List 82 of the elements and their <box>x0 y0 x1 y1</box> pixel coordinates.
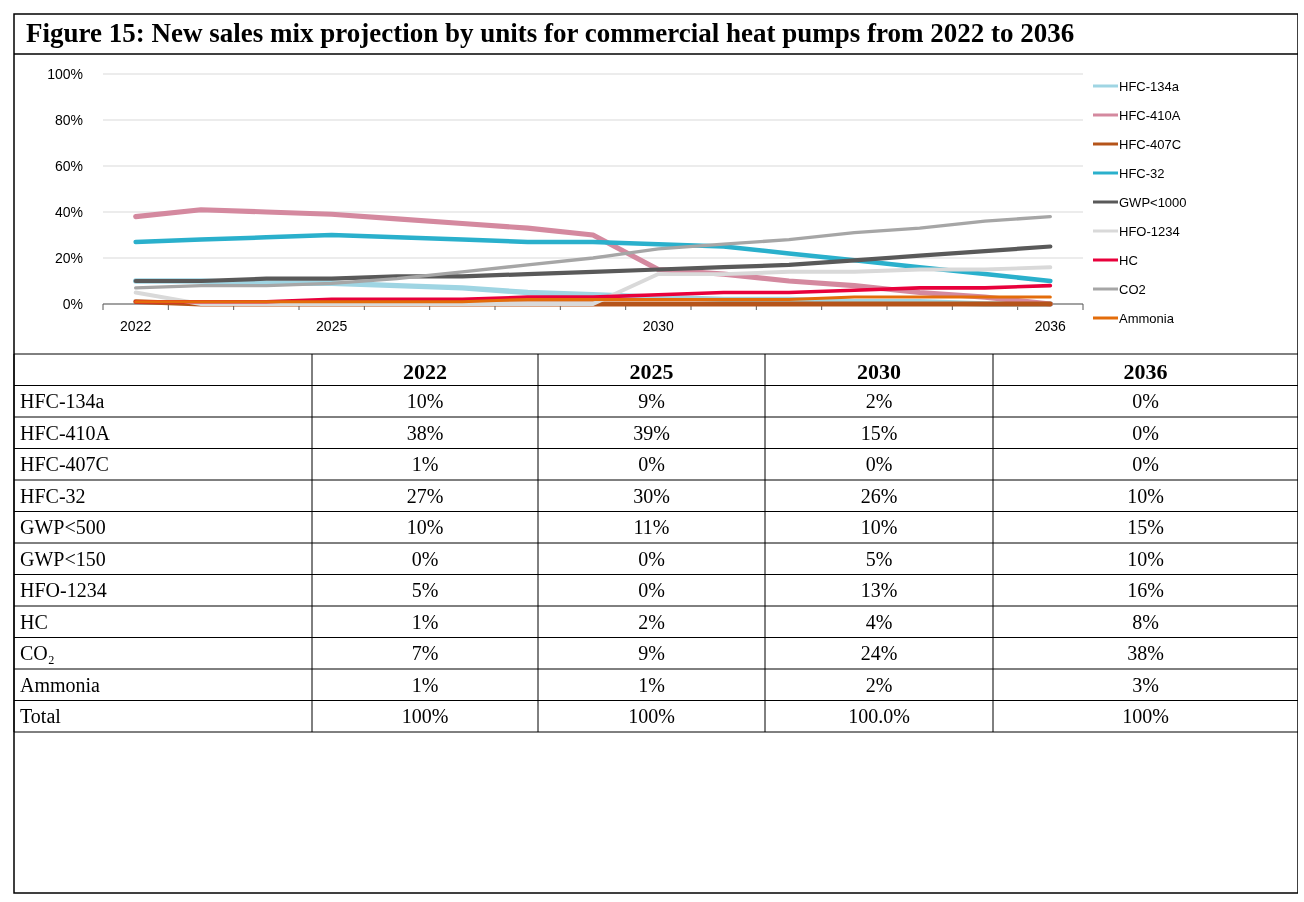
line-series <box>133 244 1053 284</box>
text: 0% <box>638 453 665 476</box>
text: 1% <box>638 673 665 696</box>
category-label: GWP<150 <box>20 547 106 570</box>
category-label: GWP<500 <box>20 516 106 539</box>
text: 0% <box>1132 453 1159 476</box>
legend-label: Ammonia <box>1119 310 1175 326</box>
x-tick-label: 2025 <box>316 318 348 334</box>
text: 10% <box>406 516 444 539</box>
text: 1% <box>411 610 439 633</box>
text: 26% <box>860 484 898 507</box>
y-tick-label: 100% <box>47 65 83 82</box>
legend-label: HC <box>1119 252 1138 268</box>
text: 11% <box>633 516 670 539</box>
category-label: HC <box>20 610 48 633</box>
text: 8% <box>1132 610 1159 633</box>
text: 0% <box>1132 421 1159 444</box>
text: 9% <box>638 642 665 665</box>
text: 2% <box>638 610 665 633</box>
line-series <box>134 214 1052 290</box>
category-label: 2025 <box>629 359 674 385</box>
legend-label: HFC-32 <box>1119 165 1165 181</box>
x-tick-label: 2022 <box>120 318 152 334</box>
text: 0% <box>638 547 665 570</box>
text: 3% <box>1132 673 1159 696</box>
text: 39% <box>633 421 670 444</box>
category-label: 2036 <box>1123 359 1168 385</box>
text: 2% <box>865 673 893 696</box>
text: 10% <box>860 516 898 539</box>
text: 38% <box>1127 642 1164 665</box>
text: 15% <box>1127 516 1164 539</box>
y-tick-label: 60% <box>54 157 83 174</box>
text: 27% <box>406 484 444 507</box>
category-label: HFC-134a <box>20 390 105 413</box>
category-label: Ammonia <box>20 673 100 696</box>
category-label: HFO-1234 <box>20 579 107 602</box>
category-label: HFC-407C <box>20 453 109 476</box>
legend-label: CO2 <box>1119 281 1146 297</box>
text: 0% <box>1132 390 1159 413</box>
text: 38% <box>406 421 444 444</box>
text: 13% <box>860 579 898 602</box>
legend-label: HFC-134a <box>1119 78 1180 94</box>
text: 7% <box>411 642 439 665</box>
text: 100% <box>1122 705 1169 728</box>
text: 1% <box>411 453 439 476</box>
y-tick-label: 40% <box>54 203 83 220</box>
text: 100% <box>628 705 675 728</box>
text: 10% <box>406 390 444 413</box>
text: 24% <box>860 642 898 665</box>
text: 5% <box>865 547 893 570</box>
category-label: Total <box>20 705 61 728</box>
text: 100% <box>401 705 449 728</box>
category-label: CO₂ <box>20 642 55 665</box>
text: 0% <box>638 579 665 602</box>
legend-label: GWP<1000 <box>1119 194 1187 210</box>
text: 10% <box>1127 547 1164 570</box>
text: 5% <box>411 579 439 602</box>
legend-label: HFC-410A <box>1119 107 1181 123</box>
line-series <box>133 265 1053 306</box>
chart-title: Figure 15: New sales mix projection by units for commercial heat pumps from 2022 to 2036 <box>26 18 1075 48</box>
text: 4% <box>865 610 893 633</box>
category-label: 2030 <box>857 359 901 385</box>
text: 0% <box>411 547 439 570</box>
category-label: 2022 <box>403 359 447 385</box>
x-tick-label: 2030 <box>642 318 675 334</box>
x-tick-label: 2036 <box>1034 318 1067 334</box>
y-tick-label: 0% <box>62 295 83 312</box>
text: 10% <box>1127 484 1164 507</box>
text: 15% <box>860 421 898 444</box>
text: 1% <box>411 673 439 696</box>
y-tick-label: 80% <box>54 111 83 128</box>
legend-label: HFO-1234 <box>1119 223 1180 239</box>
category-label: HFC-32 <box>20 484 86 507</box>
text: 100.0% <box>848 705 910 728</box>
text: 16% <box>1127 579 1164 602</box>
text: 2% <box>865 390 893 413</box>
y-tick-label: 20% <box>54 249 83 266</box>
text: 30% <box>633 484 670 507</box>
text: 0% <box>865 453 893 476</box>
category-label: HFC-410A <box>20 421 111 444</box>
text: 9% <box>638 390 665 413</box>
legend-label: HFC-407C <box>1119 136 1182 152</box>
